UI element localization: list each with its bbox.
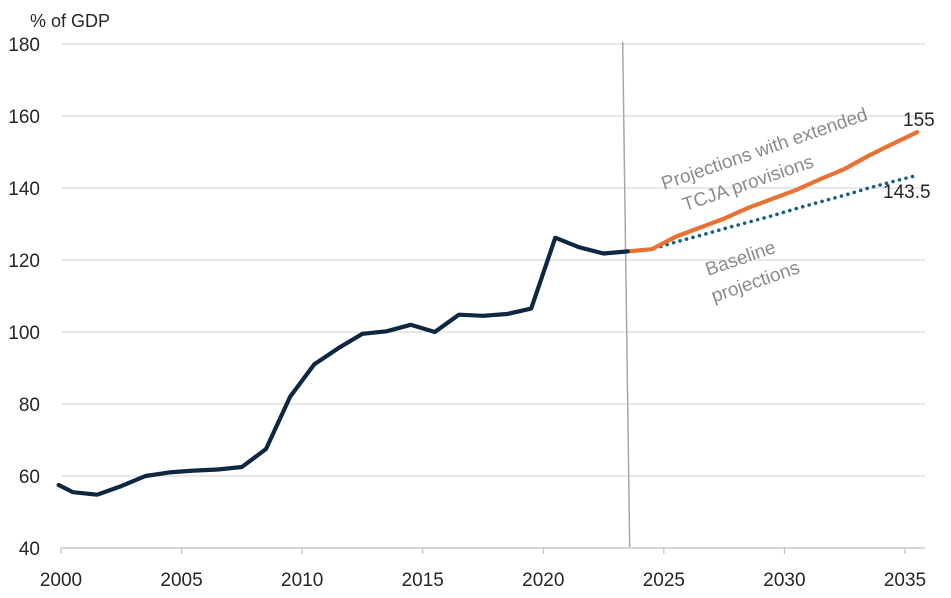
tcja-end-value-label: 155 <box>903 110 935 131</box>
axes <box>60 547 925 554</box>
x-tick-labels: 2000 2005 2010 2015 2020 2025 2030 2035 <box>40 570 926 591</box>
y-tick-label: 80 <box>19 395 40 416</box>
x-tick-label: 2020 <box>522 570 564 591</box>
projection-divider-line <box>621 41 631 548</box>
series-layer <box>56 130 920 497</box>
baseline-annotation: Baseline projections <box>703 237 803 307</box>
x-tick-label: 2035 <box>884 570 926 591</box>
series-line-baseline <box>625 173 919 254</box>
x-tick-label: 2000 <box>40 570 82 591</box>
y-tick-label: 160 <box>8 107 40 128</box>
x-tick-label: 2030 <box>763 570 805 591</box>
y-tick-label: 100 <box>8 323 40 344</box>
y-tick-label: 60 <box>19 467 40 488</box>
series-line-historical <box>56 235 630 497</box>
y-tick-label: 120 <box>8 251 40 272</box>
x-tick-label: 2025 <box>643 570 685 591</box>
x-tick-label: 2010 <box>281 570 323 591</box>
x-tick-label: 2015 <box>402 570 444 591</box>
x-tick-label: 2005 <box>160 570 202 591</box>
gridlines <box>61 43 925 477</box>
baseline-end-value-label: 143.5 <box>883 182 931 203</box>
y-tick-label: 180 <box>8 35 40 56</box>
y-tick-labels: 40 60 80 100 120 140 160 180 <box>8 35 40 560</box>
tcja-annotation: Projections with extended TCJA provision… <box>659 104 871 216</box>
y-tick-label: 40 <box>19 539 40 560</box>
y-tick-label: 140 <box>8 179 40 200</box>
y-axis-unit-label: % of GDP <box>30 11 110 31</box>
series-line-tcja <box>625 130 920 254</box>
